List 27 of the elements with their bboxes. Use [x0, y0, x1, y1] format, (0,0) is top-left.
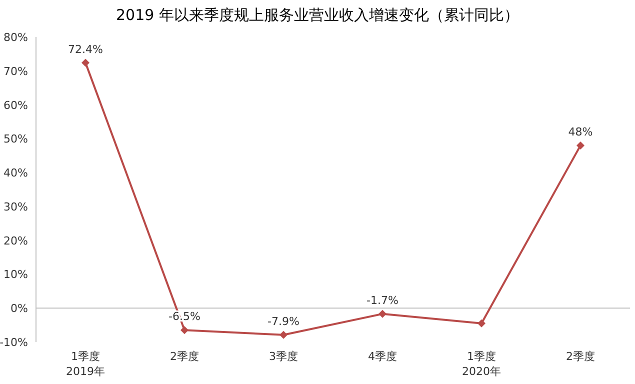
text: 48%	[568, 125, 593, 138]
point	[180, 326, 188, 334]
y-tick-label: 40%	[4, 166, 28, 180]
y-tick-label: -10%	[0, 336, 28, 349]
x-tick-label: 1季度 2019年	[66, 350, 105, 378]
chart-title: 2019 年以来季度规上服务业营业收入增速变化（累计同比）	[116, 6, 519, 24]
x-tick-label: 2季度	[170, 350, 199, 363]
point	[82, 58, 90, 67]
y-tick-label: 10%	[4, 268, 28, 282]
point	[478, 319, 486, 328]
point	[576, 141, 584, 150]
text: -7.9%	[268, 314, 300, 328]
x-tick-label: 1季度 2020年	[462, 350, 501, 378]
y-tick-label: 70%	[4, 64, 28, 78]
x-tick-label: 4季度	[368, 350, 397, 363]
point	[280, 330, 288, 339]
y-tick-label: 20%	[4, 234, 28, 248]
x-tick-label: 2季度	[566, 350, 595, 363]
y-tick-label: 0%	[10, 302, 28, 316]
y-tick-label: 30%	[4, 200, 28, 214]
point	[378, 310, 386, 318]
text: -1.7%	[366, 294, 398, 307]
y-tick-label: 60%	[4, 98, 28, 112]
text: 72.4%	[68, 42, 103, 56]
y-tick-label: 50%	[4, 132, 28, 146]
y-tick-label: 80%	[4, 31, 28, 44]
x-tick-label: 3季度	[269, 350, 298, 363]
